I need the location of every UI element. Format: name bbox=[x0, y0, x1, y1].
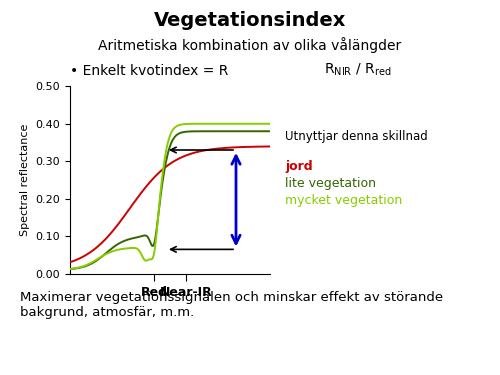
Text: Vegetationsindex: Vegetationsindex bbox=[154, 11, 346, 30]
Text: Maximerar vegetationssignalen och minskar effekt av störande
bakgrund, atmosfär,: Maximerar vegetationssignalen och minska… bbox=[20, 291, 443, 319]
Text: lite vegetation: lite vegetation bbox=[285, 177, 376, 190]
Text: $\mathregular{R_{NIR}}$ / $\mathregular{R_{red}}$: $\mathregular{R_{NIR}}$ / $\mathregular{… bbox=[324, 62, 392, 78]
Text: Aritmetiska kombination av olika vålängder: Aritmetiska kombination av olika vålängd… bbox=[98, 38, 402, 54]
Text: Utnyttjar denna skillnad: Utnyttjar denna skillnad bbox=[285, 130, 428, 143]
Text: • Enkelt kvotindex = R: • Enkelt kvotindex = R bbox=[70, 64, 228, 78]
Text: jord: jord bbox=[285, 160, 312, 173]
Y-axis label: Spectral reflectance: Spectral reflectance bbox=[20, 124, 30, 236]
Text: mycket vegetation: mycket vegetation bbox=[285, 194, 402, 207]
